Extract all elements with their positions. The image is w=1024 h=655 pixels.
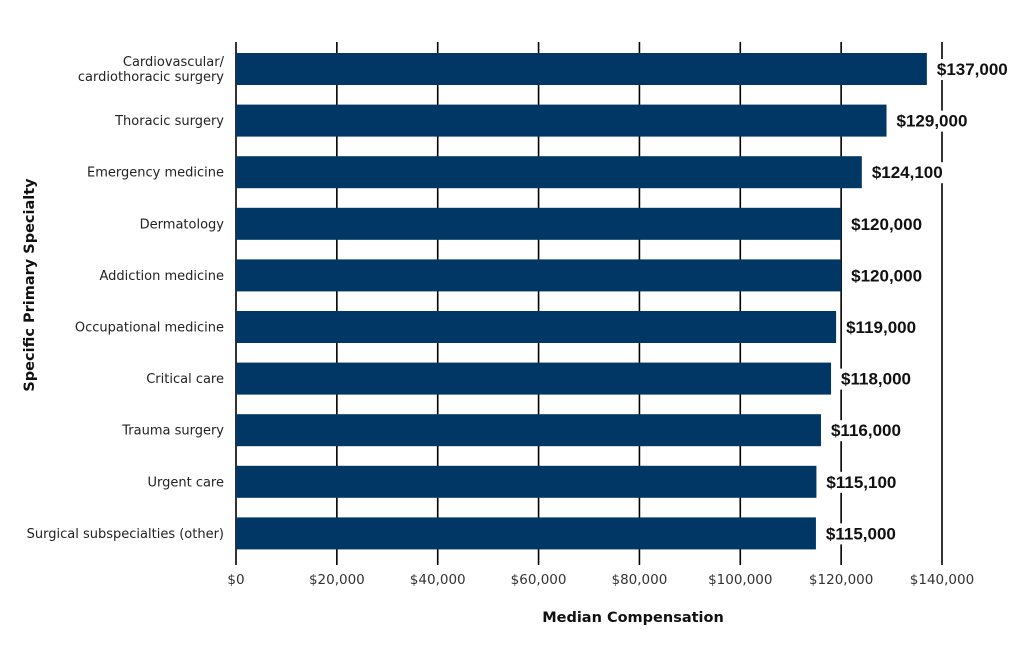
bar (236, 207, 842, 240)
x-tick-label: $0 (227, 572, 244, 588)
category-label: Surgical subspecialties (other) (27, 527, 224, 542)
value-label-background (933, 59, 1011, 80)
bar (236, 53, 927, 85)
x-tick-label: $60,000 (511, 572, 567, 588)
bar-value-label: $119,000 (846, 318, 916, 337)
value-label-background (868, 162, 946, 184)
value-label-background (848, 265, 926, 287)
value-label-background (848, 213, 926, 235)
bar (236, 517, 816, 550)
bar-value-label: $118,000 (841, 370, 911, 389)
category-label: Trauma surgery (121, 424, 224, 439)
category-label: Emergency medicine (87, 166, 224, 181)
x-axis-title: Median Compensation (542, 610, 724, 626)
value-labels: $137,000 $129,000 $124,100 $120,000 $120,000… (822, 59, 1011, 545)
bar (236, 259, 842, 292)
bar (236, 362, 832, 395)
value-label-background (827, 420, 904, 442)
value-label-background (822, 523, 899, 545)
x-tick-label: $20,000 (309, 572, 365, 588)
value-label-background (838, 368, 915, 390)
value-label-background (893, 110, 971, 132)
bar (236, 104, 887, 137)
bar-value-label: $116,000 (831, 421, 901, 440)
bar-value-label: $129,000 (897, 112, 968, 131)
value-label-background (843, 317, 920, 338)
category-labels: Cardiovascular/cardiothoracic surgery Tho… (27, 55, 225, 542)
bar (236, 465, 817, 498)
bar-value-label: $120,000 (851, 266, 922, 285)
bar-value-label: $115,000 (826, 524, 896, 543)
category-label: Addiction medicine (100, 269, 224, 284)
bar (236, 414, 821, 447)
x-tick-labels: $0 $20,000 $40,000 $60,000 $80,000 $100,000 $1… (227, 572, 974, 588)
category-label: Urgent care (147, 475, 224, 490)
x-tick-label: $140,000 (910, 572, 974, 588)
category-label: Dermatology (140, 217, 225, 232)
category-label: Occupational medicine (75, 321, 224, 336)
bar-value-label: $120,000 (851, 215, 922, 234)
x-tick-label: $120,000 (809, 572, 873, 588)
category-label: Thoracic surgery (114, 114, 224, 129)
x-tick-label: $100,000 (708, 572, 772, 588)
category-label: Critical care (146, 372, 224, 387)
bars (236, 53, 927, 550)
x-tick-label: $80,000 (612, 572, 668, 588)
x-tick-label: $40,000 (410, 572, 466, 588)
category-label: Cardiovascular/cardiothoracic surgery (78, 55, 225, 85)
bar-value-label: $115,100 (826, 473, 896, 492)
bar-value-label: $124,100 (872, 163, 943, 182)
bar (236, 311, 837, 343)
bar (236, 156, 862, 189)
value-label-background (823, 471, 900, 493)
bar-value-label: $137,000 (937, 60, 1008, 79)
y-axis-title: Specific Primary Specialty (22, 178, 38, 392)
